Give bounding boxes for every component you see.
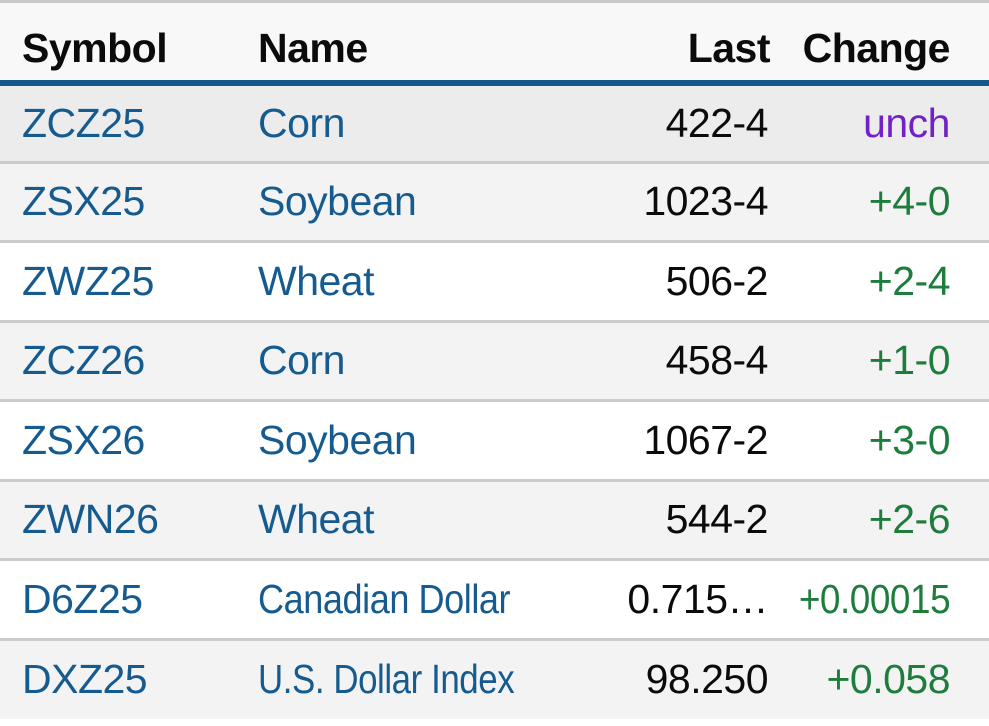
name-link[interactable]: U.S. Dollar Index [236,637,528,719]
last-price: 458-4 [528,319,770,401]
change-text: +0.00015 [798,575,951,622]
symbol-link[interactable]: ZWZ25 [0,240,236,321]
column-header-last[interactable]: Last [528,1,771,86]
symbol-link[interactable]: ZCZ25 [0,82,236,162]
name-text[interactable]: Canadian Dollar [258,575,511,622]
symbol-text[interactable]: ZSX25 [22,178,145,225]
name-link[interactable]: Soybean [236,399,528,480]
name-text[interactable]: Wheat [258,496,375,543]
change-value: unch [770,82,989,162]
last-price: 1067-2 [528,399,770,480]
name-text[interactable]: Corn [258,337,345,384]
symbol-link[interactable]: ZSX26 [0,399,236,480]
last-price: 422-4 [528,82,770,162]
symbol-text[interactable]: ZWN26 [22,496,159,543]
symbol-link[interactable]: ZCZ26 [0,319,236,401]
table-row: ZWZ25 Wheat 506-2 +2-4 [0,240,989,321]
table-row: DXZ25 U.S. Dollar Index 98.250 +0.058 [0,637,989,719]
table-row: ZWN26 Wheat 544-2 +2-6 [0,478,989,560]
header-row: Symbol Name Last Change [0,1,989,86]
name-text[interactable]: Wheat [258,257,375,304]
last-price: 98.250 [528,637,770,719]
change-value: +0.058 [770,637,989,719]
last-price: 0.715… [528,558,770,639]
symbol-link[interactable]: ZSX25 [0,160,236,242]
change-value: +1-0 [770,319,989,401]
change-value: +3-0 [770,399,989,480]
name-link[interactable]: Corn [236,319,528,401]
name-link[interactable]: Wheat [236,240,528,321]
table-row: D6Z25 Canadian Dollar 0.715… +0.00015 [0,558,989,639]
last-price: 506-2 [528,240,770,321]
symbol-link[interactable]: D6Z25 [0,558,236,639]
table-row: ZCZ26 Corn 458-4 +1-0 [0,319,989,401]
symbol-text[interactable]: ZWZ25 [22,257,154,304]
symbol-link[interactable]: DXZ25 [0,637,236,719]
name-link[interactable]: Canadian Dollar [236,558,528,639]
symbol-text[interactable]: ZCZ25 [22,99,145,146]
change-value: +2-4 [770,240,989,321]
name-link[interactable]: Wheat [236,478,528,560]
table-header: Symbol Name Last Change [0,1,989,86]
symbol-text[interactable]: ZCZ26 [22,337,145,384]
change-value: +4-0 [770,160,989,242]
symbol-text[interactable]: ZSX26 [22,416,145,463]
table-row: ZSX25 Soybean 1023-4 +4-0 [0,160,989,242]
symbol-text[interactable]: DXZ25 [22,656,148,702]
name-link[interactable]: Soybean [236,160,528,242]
name-text[interactable]: Corn [258,99,345,146]
table-row: ZCZ25 Corn 422-4 unch [0,82,989,162]
column-header-change[interactable]: Change [770,1,989,86]
name-text[interactable]: U.S. Dollar Index [258,656,515,702]
name-text[interactable]: Soybean [258,416,417,463]
last-price: 1023-4 [528,160,770,242]
last-price: 544-2 [528,478,770,560]
column-header-symbol[interactable]: Symbol [0,1,236,86]
change-value: +2-6 [770,478,989,560]
name-link[interactable]: Corn [236,82,528,162]
column-header-name[interactable]: Name [236,1,528,86]
symbol-text[interactable]: D6Z25 [22,575,143,622]
table-row: ZSX26 Soybean 1067-2 +3-0 [0,399,989,480]
symbol-link[interactable]: ZWN26 [0,478,236,560]
name-text[interactable]: Soybean [258,178,417,225]
change-value: +0.00015 [770,558,989,639]
table-body: ZCZ25 Corn 422-4 unch ZSX25 Soybean 1023… [0,82,989,719]
